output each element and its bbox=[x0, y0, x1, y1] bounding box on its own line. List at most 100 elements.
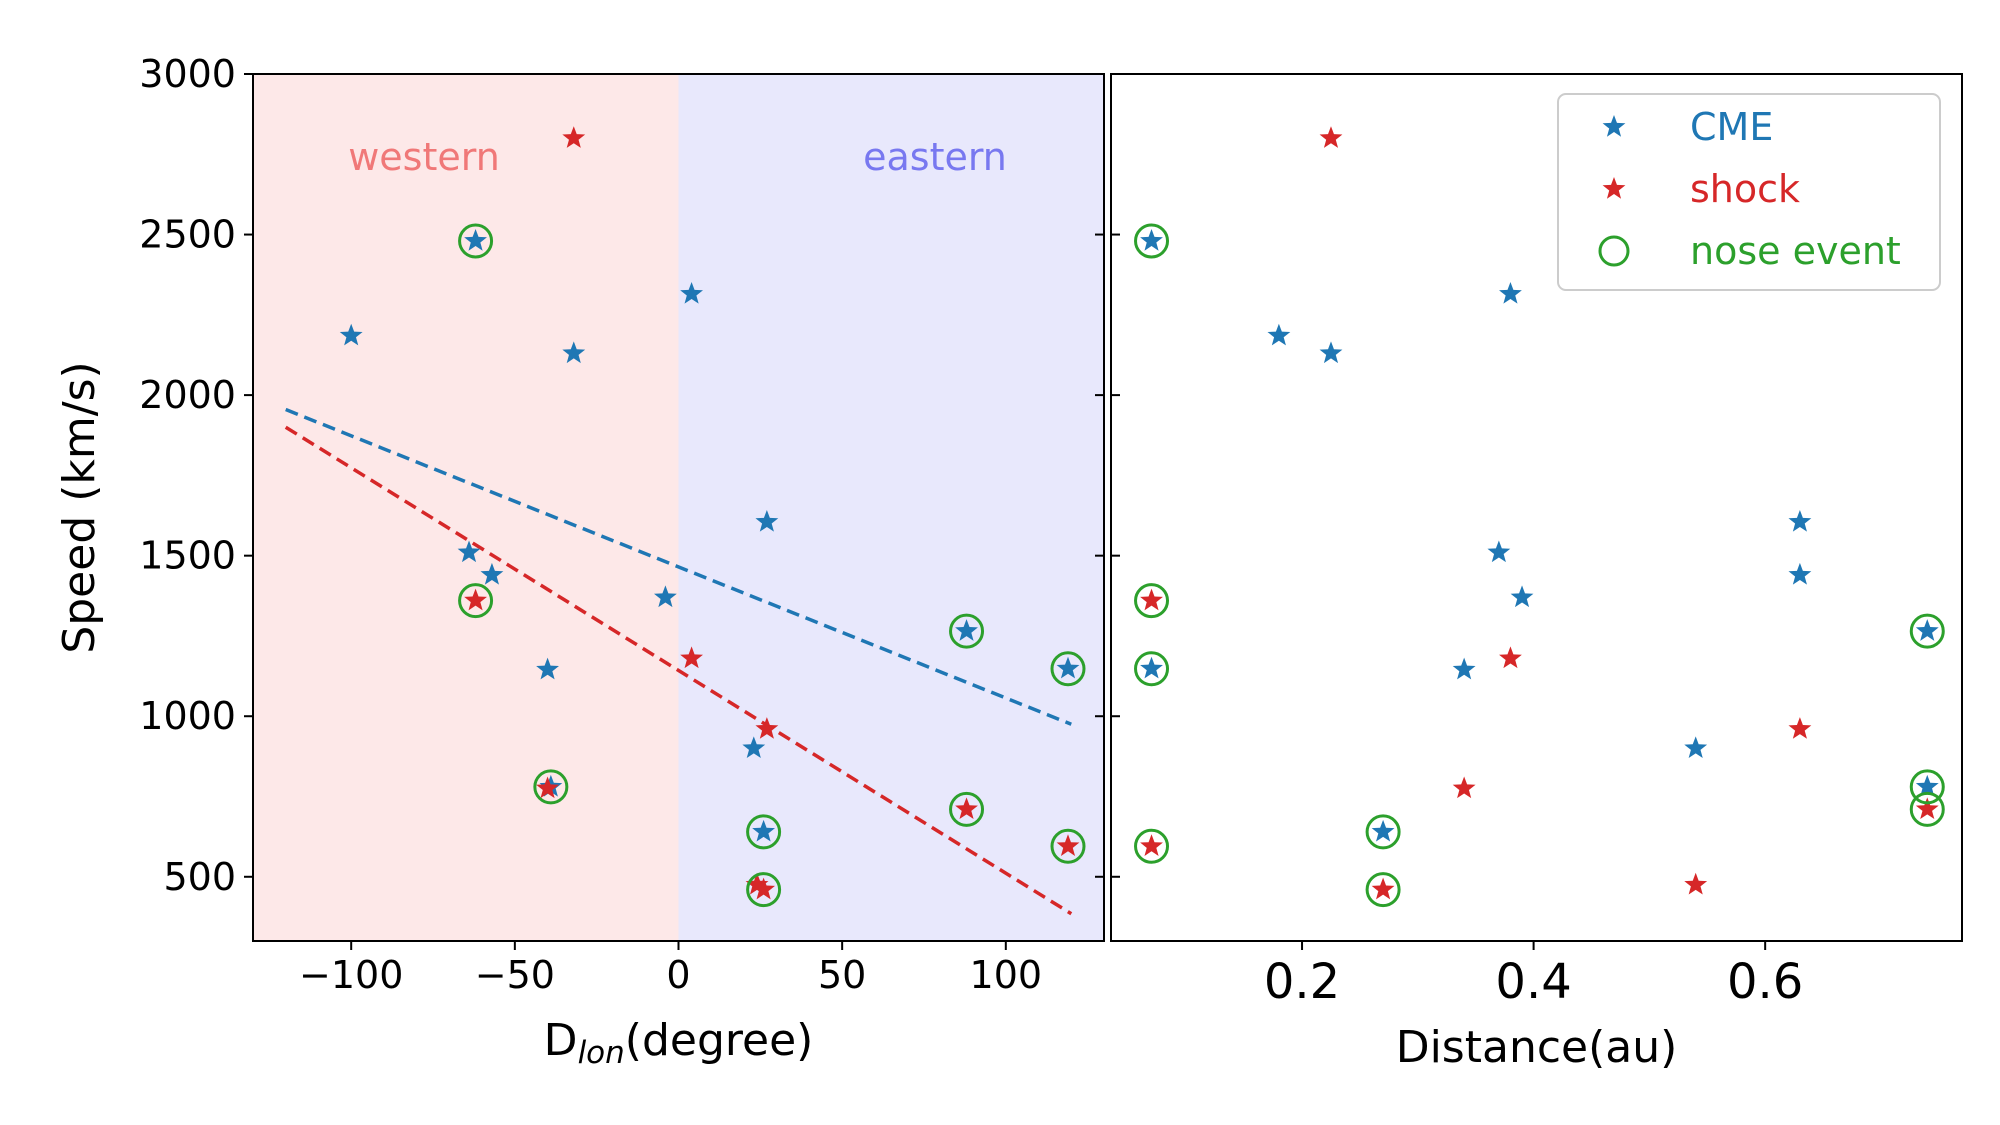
x-tick-label: 0.2 bbox=[1264, 954, 1340, 1010]
left-y-ticks: 500 1000 1500 2000 2500 3000 bbox=[139, 52, 1104, 899]
x-tick-label: −50 bbox=[475, 953, 555, 997]
CME-point bbox=[742, 736, 766, 759]
x-tick-label: 0.4 bbox=[1495, 954, 1571, 1010]
x-tick-label: 0.6 bbox=[1727, 954, 1803, 1010]
CME-point bbox=[1510, 585, 1534, 608]
CME-point bbox=[755, 509, 779, 532]
CME-point bbox=[1788, 562, 1812, 585]
legend-box bbox=[1557, 93, 1941, 291]
shock-point bbox=[1788, 717, 1812, 739]
CME-point bbox=[1319, 341, 1343, 364]
CME-point bbox=[654, 585, 677, 608]
nose-event-circle bbox=[1909, 613, 1945, 649]
CME-point bbox=[536, 657, 559, 680]
shock-point bbox=[1499, 646, 1522, 669]
CME-point bbox=[1684, 736, 1708, 759]
CME-point bbox=[339, 323, 363, 346]
CME-point bbox=[1499, 281, 1522, 304]
CME-point bbox=[1915, 774, 1939, 797]
CME-point bbox=[1140, 228, 1163, 251]
CME-point bbox=[752, 819, 776, 842]
x-label-subscript: lon bbox=[578, 1035, 625, 1071]
nose-event-circle bbox=[1365, 814, 1401, 850]
shock-point bbox=[1140, 588, 1163, 611]
shock-point bbox=[1915, 797, 1939, 820]
CME-point bbox=[1056, 656, 1080, 679]
x-tick-label: 0 bbox=[666, 953, 690, 997]
shock-fit-line bbox=[284, 425, 1073, 916]
eastern-region bbox=[678, 74, 1104, 941]
legend: CME shock nose event bbox=[1557, 93, 1941, 291]
x-tick-label: 100 bbox=[970, 953, 1043, 997]
right-y-ticks bbox=[1111, 73, 1120, 878]
CME-point bbox=[680, 281, 703, 304]
shock-point bbox=[562, 126, 586, 148]
CME-point bbox=[1487, 540, 1511, 563]
western-region bbox=[253, 74, 679, 941]
shock-point bbox=[464, 588, 487, 611]
shock-point bbox=[1056, 834, 1080, 856]
shock-point bbox=[1319, 126, 1343, 148]
shock-point bbox=[536, 776, 559, 799]
right-data-marks bbox=[1134, 126, 1945, 908]
shock-point bbox=[1140, 834, 1163, 856]
legend-label: nose event bbox=[1690, 229, 1901, 273]
shock-point bbox=[755, 717, 779, 739]
fit-lines bbox=[284, 407, 1073, 916]
nose-event-circle bbox=[746, 872, 782, 908]
y-tick-label: 3000 bbox=[139, 52, 236, 96]
x-tick-label: −100 bbox=[299, 953, 403, 997]
CME-point bbox=[480, 562, 504, 585]
nose-event-circle bbox=[1134, 583, 1170, 619]
x-label-rest: (degree) bbox=[625, 1015, 814, 1066]
legend-marker bbox=[1598, 235, 1630, 267]
CME-fit-line bbox=[285, 407, 1072, 726]
legend-marker bbox=[1602, 177, 1626, 199]
legend-label: shock bbox=[1690, 167, 1800, 211]
y-tick-label: 500 bbox=[163, 855, 236, 899]
shock-point bbox=[1452, 776, 1476, 799]
y-tick-label: 1500 bbox=[139, 534, 236, 578]
right-x-ticks: 0.2 0.4 0.6 bbox=[1264, 941, 1803, 1010]
nose-event-circle bbox=[458, 583, 494, 619]
CME-point bbox=[1452, 657, 1476, 680]
shock-point bbox=[955, 797, 978, 820]
nose-event-circle bbox=[949, 613, 985, 649]
shock-point bbox=[1371, 877, 1395, 900]
eastern-region-label: eastern bbox=[863, 135, 1007, 179]
CME-point bbox=[1140, 656, 1163, 679]
nose-event-circle bbox=[533, 769, 569, 805]
nose-event-circle bbox=[1365, 872, 1401, 908]
nose-event-circle bbox=[1909, 769, 1945, 805]
x-tick-label: 50 bbox=[818, 953, 866, 997]
shock-point bbox=[1684, 872, 1708, 895]
legend-marker bbox=[1602, 115, 1626, 137]
nose-event-circle bbox=[1909, 791, 1945, 827]
CME-point bbox=[562, 341, 586, 364]
CME-point bbox=[1915, 619, 1939, 641]
x-label-main: D bbox=[544, 1015, 578, 1066]
shock-point bbox=[680, 646, 703, 669]
left-x-ticks: −100 −50 0 50 100 bbox=[299, 941, 1042, 997]
nose-event-circle bbox=[458, 223, 494, 259]
legend-label: CME bbox=[1690, 105, 1773, 149]
nose-event-circle bbox=[1134, 828, 1170, 864]
y-axis-label: Speed (km/s) bbox=[54, 361, 105, 653]
shock-point bbox=[745, 872, 769, 895]
y-tick-label: 2500 bbox=[139, 213, 236, 257]
CME-point bbox=[955, 619, 978, 641]
shock-point bbox=[752, 877, 776, 900]
nose-event-circle bbox=[1050, 651, 1086, 687]
nose-event-circle bbox=[746, 814, 782, 850]
y-tick-label: 2000 bbox=[139, 373, 236, 417]
CME-point bbox=[1788, 509, 1812, 532]
nose-event-circle bbox=[949, 791, 985, 827]
right-axes-frame bbox=[1110, 73, 1963, 942]
right-panel: 0.2 0.4 0.6 Distance(au) CME shock nose even… bbox=[1110, 73, 1963, 1073]
CME-point bbox=[457, 540, 481, 563]
nose-event-circle bbox=[1134, 223, 1170, 259]
nose-event-circle bbox=[1134, 651, 1170, 687]
right-x-axis-label: Distance(au) bbox=[1396, 1022, 1678, 1073]
CME-point bbox=[1267, 323, 1291, 346]
